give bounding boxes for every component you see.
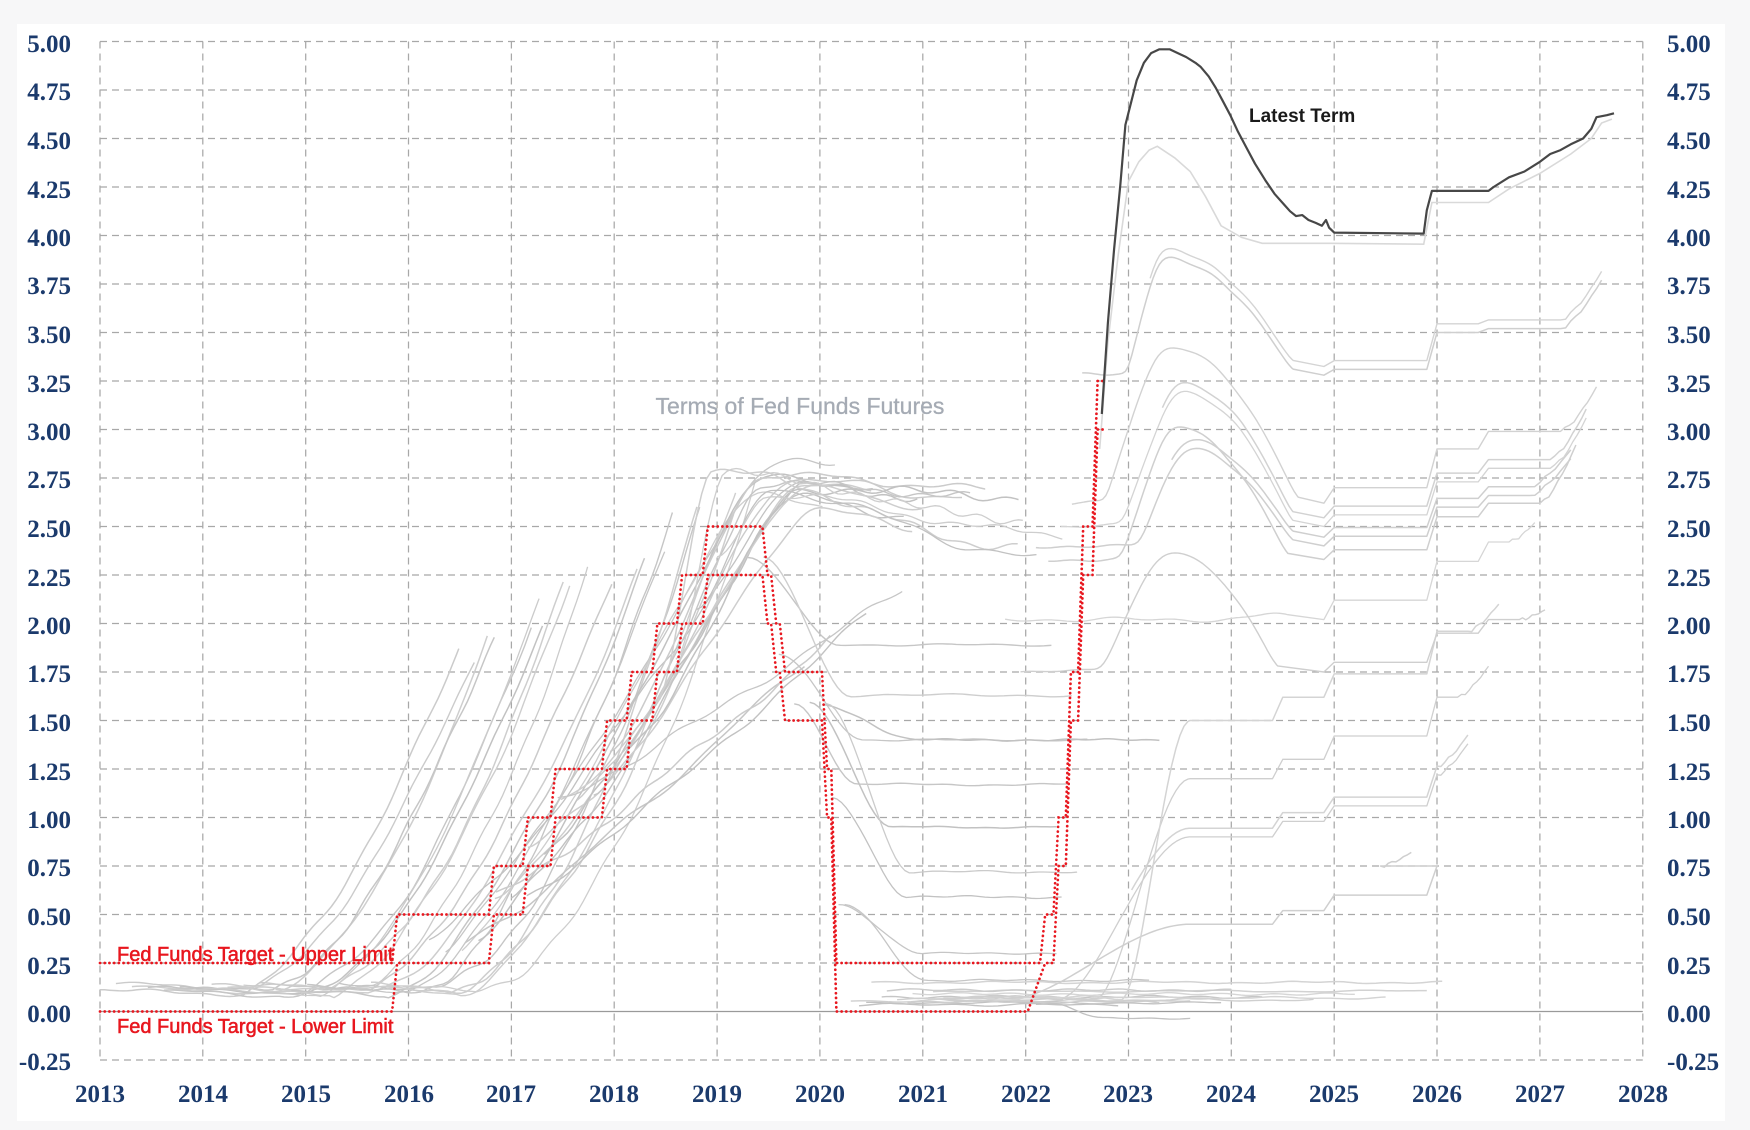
svg-text:2023: 2023 — [1103, 1081, 1153, 1108]
svg-text:3.00: 3.00 — [27, 419, 71, 446]
svg-text:4.00: 4.00 — [1667, 225, 1711, 252]
svg-text:2.00: 2.00 — [27, 613, 71, 640]
svg-text:2024: 2024 — [1206, 1081, 1257, 1108]
svg-text:0.50: 0.50 — [1667, 904, 1711, 931]
svg-text:Latest Term: Latest Term — [1249, 106, 1355, 127]
svg-text:1.75: 1.75 — [1667, 661, 1711, 688]
svg-text:Fed Funds Target - Upper Limit: Fed Funds Target - Upper Limit — [117, 944, 394, 966]
svg-text:2018: 2018 — [589, 1081, 639, 1108]
svg-text:0.50: 0.50 — [27, 904, 71, 931]
svg-text:3.50: 3.50 — [1667, 322, 1711, 349]
svg-text:2.75: 2.75 — [27, 467, 71, 494]
svg-text:2020: 2020 — [795, 1081, 845, 1108]
svg-text:4.25: 4.25 — [27, 177, 71, 204]
svg-text:1.25: 1.25 — [1667, 759, 1711, 786]
svg-text:2.50: 2.50 — [1667, 516, 1711, 543]
svg-text:2025: 2025 — [1309, 1081, 1359, 1108]
svg-text:0.25: 0.25 — [1667, 953, 1711, 980]
svg-text:2016: 2016 — [384, 1081, 434, 1108]
svg-text:2.75: 2.75 — [1667, 467, 1711, 494]
svg-text:1.50: 1.50 — [1667, 710, 1711, 737]
svg-text:2028: 2028 — [1618, 1081, 1668, 1108]
svg-text:3.00: 3.00 — [1667, 419, 1711, 446]
svg-text:1.00: 1.00 — [27, 807, 71, 834]
svg-text:3.50: 3.50 — [27, 322, 71, 349]
svg-text:4.00: 4.00 — [27, 225, 71, 252]
svg-text:2014: 2014 — [178, 1081, 229, 1108]
svg-text:0.75: 0.75 — [1667, 855, 1711, 882]
svg-text:2026: 2026 — [1412, 1081, 1462, 1108]
svg-text:2.25: 2.25 — [1667, 565, 1711, 592]
svg-text:2027: 2027 — [1515, 1081, 1565, 1108]
svg-text:2021: 2021 — [898, 1081, 948, 1108]
svg-text:-0.25: -0.25 — [1667, 1049, 1719, 1076]
svg-text:0.25: 0.25 — [27, 953, 71, 980]
svg-text:5.00: 5.00 — [1667, 31, 1711, 58]
svg-text:2.25: 2.25 — [27, 565, 71, 592]
svg-text:1.00: 1.00 — [1667, 807, 1711, 834]
svg-text:4.75: 4.75 — [1667, 79, 1711, 106]
svg-text:2022: 2022 — [1001, 1081, 1051, 1108]
svg-text:Fed Funds Target - Lower Limit: Fed Funds Target - Lower Limit — [117, 1016, 394, 1038]
svg-text:2017: 2017 — [486, 1081, 536, 1108]
svg-text:2013: 2013 — [75, 1081, 125, 1108]
svg-text:3.25: 3.25 — [27, 371, 71, 398]
svg-text:4.50: 4.50 — [27, 128, 71, 155]
svg-text:2015: 2015 — [281, 1081, 331, 1108]
svg-text:1.25: 1.25 — [27, 759, 71, 786]
svg-text:4.25: 4.25 — [1667, 177, 1711, 204]
svg-text:2.50: 2.50 — [27, 516, 71, 543]
svg-text:3.75: 3.75 — [27, 273, 71, 300]
svg-text:0.75: 0.75 — [27, 855, 71, 882]
svg-text:3.75: 3.75 — [1667, 273, 1711, 300]
svg-text:5.00: 5.00 — [27, 31, 71, 58]
svg-text:1.75: 1.75 — [27, 661, 71, 688]
svg-text:4.50: 4.50 — [1667, 128, 1711, 155]
svg-text:1.50: 1.50 — [27, 710, 71, 737]
svg-text:0.00: 0.00 — [27, 1001, 71, 1028]
svg-text:2019: 2019 — [692, 1081, 742, 1108]
svg-text:4.75: 4.75 — [27, 79, 71, 106]
svg-text:-0.25: -0.25 — [19, 1049, 71, 1076]
svg-text:3.25: 3.25 — [1667, 371, 1711, 398]
svg-text:0.00: 0.00 — [1667, 1001, 1711, 1028]
svg-text:2.00: 2.00 — [1667, 613, 1711, 640]
svg-text:Terms of Fed Funds Futures: Terms of Fed Funds Futures — [656, 393, 945, 419]
